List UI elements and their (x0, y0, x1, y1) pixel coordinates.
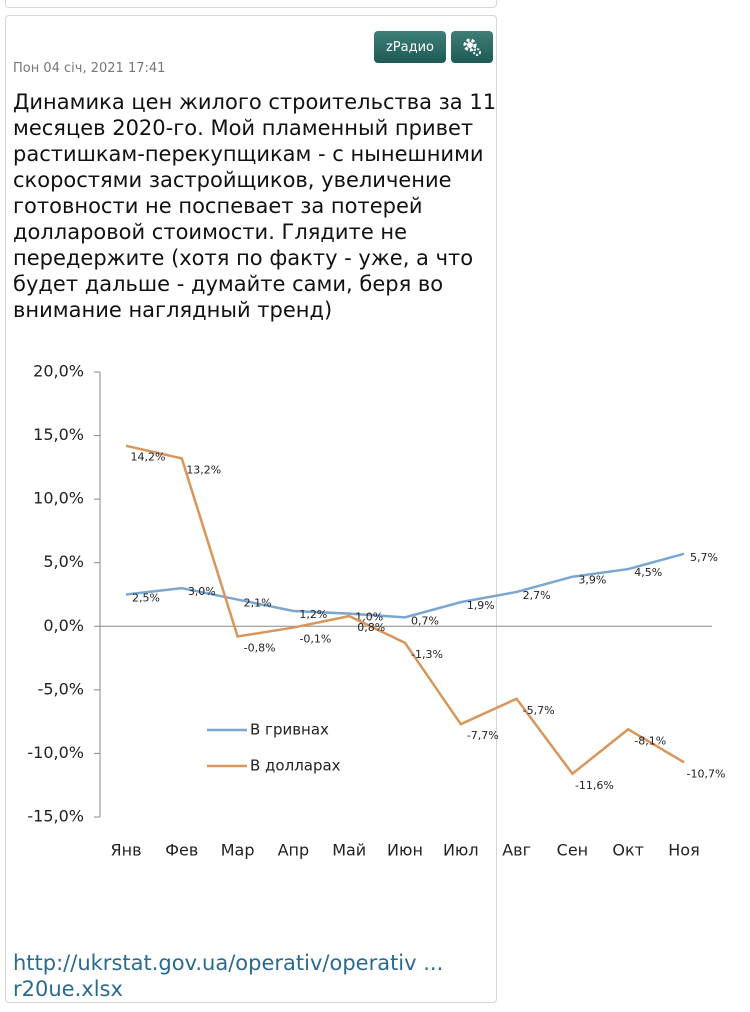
value-label: 2,5% (132, 592, 160, 605)
x-tick-label: Окт (612, 841, 644, 860)
value-label: 1,9% (467, 599, 495, 612)
value-label: -0,1% (299, 633, 331, 646)
data-line (125, 552, 685, 619)
x-tick-label: Ноя (668, 841, 699, 860)
y-tick-label: -10,0% (27, 743, 84, 762)
chart: -15,0% -10,0% -5,0% 0,0% 5,0% 10,0% 15,0% 20,0%… (27, 362, 726, 860)
settings-button[interactable] (451, 31, 493, 63)
post-link[interactable]: http://ukrstat.gov.ua/operativ/operativ … (13, 951, 444, 1001)
x-tick-label: Июл (443, 841, 479, 860)
value-label: 1,2% (299, 608, 327, 621)
value-label: 2,7% (523, 589, 551, 602)
y-tick-label: 20,0% (33, 362, 84, 381)
x-tick-label: Апр (278, 841, 310, 860)
value-label: -1,3% (411, 648, 443, 661)
post-text: Динамика цен жилого строительства за 11 … (13, 90, 497, 322)
post: Пон 04 січ, 2021 17:41 zРадио Динамика ц… (5, 15, 497, 1003)
x-tick-label: Май (332, 841, 366, 860)
data-line (125, 444, 685, 776)
value-label: 3,0% (188, 585, 216, 598)
value-label: 13,2% (186, 463, 221, 476)
y-tick-label: 10,0% (33, 489, 84, 508)
value-label: -7,7% (467, 729, 499, 742)
value-label: -5,7% (523, 704, 555, 717)
x-tick-label: Янв (110, 841, 141, 860)
value-label: 0,7% (411, 614, 439, 627)
value-label: -8,1% (634, 734, 666, 747)
value-label: -10,7% (687, 767, 726, 780)
value-label: 1,0% (355, 611, 383, 624)
previous-post (5, 0, 497, 8)
x-tick-label: Авг (502, 841, 531, 860)
value-label: -11,6% (575, 779, 614, 792)
legend-label: В долларах (250, 757, 341, 775)
gear-icon (463, 38, 481, 56)
value-label: -0,8% (244, 641, 276, 654)
y-tick-label: 5,0% (43, 552, 84, 571)
x-tick-label: Июн (387, 841, 423, 860)
x-tick-label: Фев (165, 841, 198, 860)
y-tick-label: 15,0% (33, 425, 84, 444)
x-tick-label: Мар (221, 841, 255, 860)
value-label: 5,7% (690, 551, 718, 564)
value-label: 3,9% (578, 574, 606, 587)
y-tick-label: 0,0% (43, 616, 84, 635)
y-tick-label: -15,0% (27, 807, 84, 826)
value-label: 14,2% (131, 451, 166, 464)
x-tick-label: Сен (557, 841, 588, 860)
legend-label: В гривнах (250, 721, 329, 739)
value-label: 4,5% (634, 566, 662, 579)
value-label: 2,1% (244, 597, 272, 610)
radio-button[interactable]: zРадио (374, 31, 446, 63)
y-tick-label: -5,0% (38, 679, 84, 698)
value-label: 0,8% (357, 621, 385, 634)
post-date: Пон 04 січ, 2021 17:41 (13, 61, 166, 76)
